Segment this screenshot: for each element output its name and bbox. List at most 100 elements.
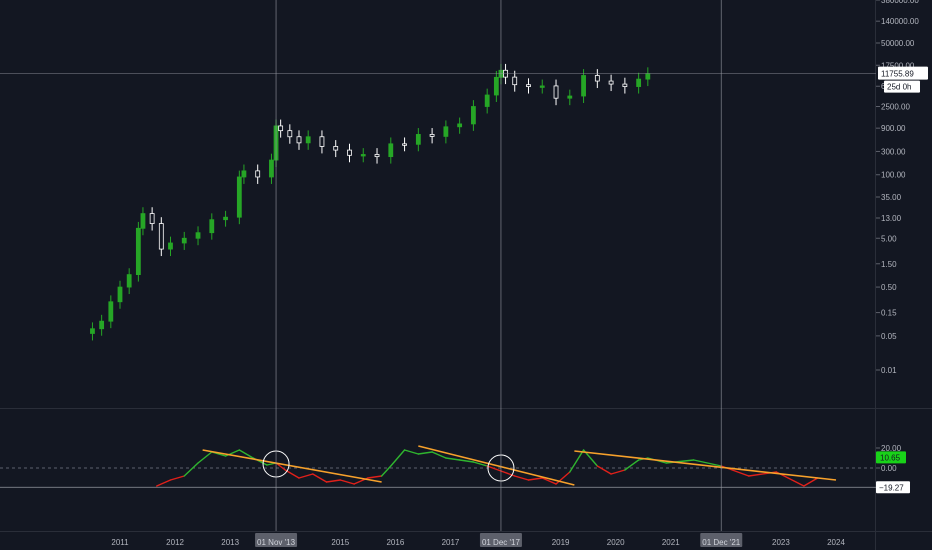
candle-body xyxy=(269,159,274,178)
candle-body xyxy=(319,136,325,147)
candle xyxy=(135,221,141,282)
time-label: 2011 xyxy=(111,538,129,547)
candle xyxy=(457,117,463,134)
price-tick-label: 35.00 xyxy=(881,193,902,202)
candle xyxy=(484,88,490,114)
current-price-box xyxy=(878,66,928,80)
candle xyxy=(126,268,132,295)
oscillator-segment xyxy=(197,451,213,464)
oscillator-pane[interactable] xyxy=(0,445,876,488)
price-tick-label: 17500.00 xyxy=(881,61,915,70)
candle-body xyxy=(296,136,302,144)
time-label: 2016 xyxy=(386,538,404,547)
candle-body xyxy=(512,76,518,86)
candle-body xyxy=(443,126,449,137)
candle-body xyxy=(471,106,476,125)
candle-body xyxy=(209,219,215,234)
candle-body xyxy=(255,170,261,178)
price-tick-label: 0.01 xyxy=(881,366,897,375)
candle-body xyxy=(278,125,284,132)
oscillator-segment xyxy=(339,479,355,485)
price-tick-label: 300.00 xyxy=(881,147,906,156)
candle xyxy=(158,217,164,257)
candle-body xyxy=(333,146,339,151)
candle-body xyxy=(117,286,123,303)
candle-body xyxy=(149,213,155,224)
candle-body xyxy=(158,223,164,250)
candle xyxy=(581,69,586,103)
current-price-value: 11755.89 xyxy=(881,70,914,79)
oscillator-segment xyxy=(284,469,300,479)
candle xyxy=(415,128,421,152)
oscillator-segment xyxy=(555,471,571,485)
candle xyxy=(402,137,407,152)
candle-body xyxy=(287,130,293,138)
candle-body xyxy=(108,301,114,322)
candle-body xyxy=(457,123,463,128)
trendline-2 xyxy=(418,445,575,486)
candle xyxy=(319,130,325,154)
oscillator-segment xyxy=(380,465,392,477)
candle xyxy=(636,72,642,94)
time-label: 2021 xyxy=(662,538,680,547)
candle xyxy=(255,164,261,184)
candle-body xyxy=(347,149,352,156)
time-axis[interactable]: 2011 2012 2013 2015 2016 2017 2019 2020 2021 2023… xyxy=(111,533,845,547)
candle-body xyxy=(388,143,394,158)
price-tick-label: 0.15 xyxy=(881,309,897,318)
candle xyxy=(108,295,114,329)
candle xyxy=(374,148,380,164)
price-tick-label: 100.00 xyxy=(881,171,906,180)
candle xyxy=(99,314,105,336)
candle xyxy=(287,124,293,144)
time-label: 2020 xyxy=(607,538,625,547)
candle-body xyxy=(374,154,380,158)
candle-body xyxy=(581,75,586,97)
candle xyxy=(278,119,284,138)
candle xyxy=(622,77,628,94)
candle-body xyxy=(126,274,132,288)
price-axis[interactable]: 380000.00140000.0050000.0017500.006500.0… xyxy=(876,0,928,375)
candle xyxy=(149,207,155,231)
osc-current-box xyxy=(876,451,906,464)
candle xyxy=(236,170,242,225)
osc-tick-label: 20.00 xyxy=(881,444,902,453)
candle-body xyxy=(360,154,366,157)
price-pane[interactable] xyxy=(0,63,876,341)
oscillator-segment xyxy=(610,469,626,475)
oscillator-axis[interactable]: 20.00 0.00 10.65 −19.27 xyxy=(876,444,910,494)
oscillator-segment xyxy=(486,465,502,472)
oscillator-segment xyxy=(500,470,516,477)
oscillator-segment xyxy=(367,475,383,479)
candle-body xyxy=(539,85,545,88)
cycle-date-box xyxy=(479,533,522,547)
candle xyxy=(608,74,614,92)
oscillator-segment xyxy=(238,449,254,459)
oscillator-segment xyxy=(803,477,819,487)
candle xyxy=(209,213,215,240)
candle xyxy=(181,231,187,250)
price-tick-label: 0.05 xyxy=(881,332,897,341)
countdown-value: 25d 0h xyxy=(887,83,911,92)
oscillator-segment xyxy=(298,473,314,479)
candle xyxy=(90,322,95,341)
price-tick-label: 380000.00 xyxy=(881,0,919,5)
candle-body xyxy=(429,134,435,137)
oscillator-segment xyxy=(183,462,199,477)
candle xyxy=(168,236,173,257)
candle xyxy=(594,69,600,89)
cycle-date-tag: 01 Nov '13 xyxy=(255,533,298,547)
oscillator-segment xyxy=(527,477,543,481)
time-label: 2017 xyxy=(442,538,460,547)
cycle-markers xyxy=(275,0,722,531)
candle-body xyxy=(493,76,499,96)
candle-body xyxy=(99,320,105,330)
osc-current-value: 10.65 xyxy=(880,453,901,462)
oscillator-segment xyxy=(417,451,433,455)
candle-body xyxy=(567,95,573,99)
candle xyxy=(223,210,228,227)
candle-body xyxy=(90,328,95,334)
osc-level-box xyxy=(876,481,910,494)
candle-body xyxy=(645,73,651,80)
